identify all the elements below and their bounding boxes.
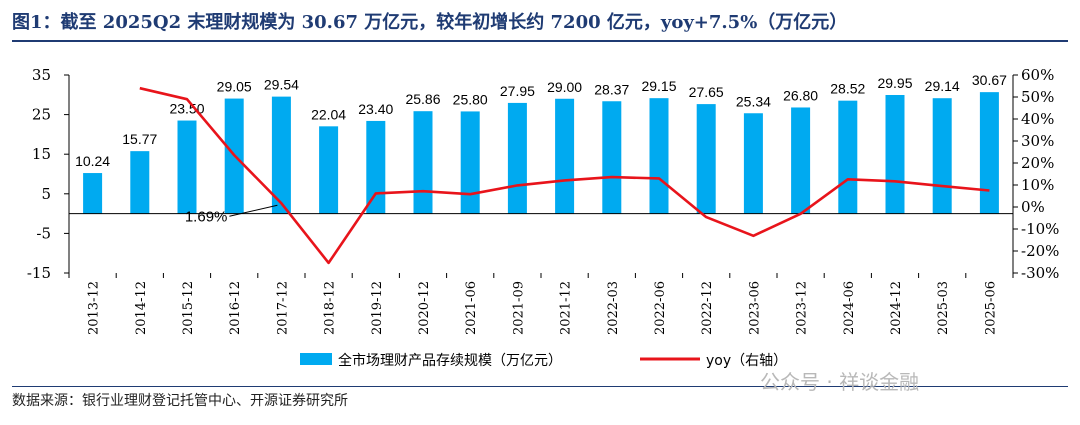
left-axis-tick-label: 15 — [32, 145, 51, 163]
bar — [979, 92, 999, 214]
left-axis-tick-label: 25 — [32, 106, 51, 124]
right-axis-tick-label: 10% — [1021, 176, 1054, 194]
x-axis-tick-label: 2025-06 — [983, 281, 998, 335]
x-axis: 2013-12 2014-12 2015-12 2016-12 2017-12 2018-… — [68, 213, 1014, 335]
bar — [932, 98, 952, 214]
x-axis-tick-label: 2024-06 — [842, 281, 857, 335]
right-axis-tick-label: 50% — [1021, 88, 1054, 106]
bar-value-label: 10.24 — [75, 153, 110, 169]
bar — [460, 111, 480, 214]
x-axis-tick-label: 2022-06 — [653, 281, 668, 335]
bar — [696, 104, 716, 214]
bar-value-label: 29.15 — [641, 78, 676, 94]
legend: 全市场理财产品存续规模（万亿元） yoy（右轴） — [300, 352, 787, 369]
bar-value-label: 27.65 — [689, 84, 724, 100]
annotations: 1.69% — [185, 204, 278, 225]
bar — [271, 96, 291, 214]
bar-series — [83, 92, 999, 214]
figure-title: 图1：截至 2025Q2 末理财规模为 30.67 万亿元，较年初增长约 720… — [12, 12, 848, 33]
x-axis-tick-label: 2019-12 — [370, 281, 385, 335]
right-axis-tick-label: -10% — [1021, 220, 1059, 238]
left-axis-tick-label: 35 — [32, 66, 51, 84]
bar — [555, 98, 575, 214]
legend-label-bar: 全市场理财产品存续规模（万亿元） — [338, 352, 562, 369]
bar-value-label: 30.67 — [972, 72, 1007, 88]
bar-value-label: 29.54 — [264, 77, 299, 93]
bar — [177, 120, 197, 214]
right-axis-tick-label: -20% — [1021, 242, 1059, 260]
left-y-axis: 35 25 15 5 -5 -15 — [27, 66, 70, 282]
x-axis-tick-label: 2014-12 — [134, 281, 149, 335]
bar-value-label: 23.40 — [358, 101, 393, 117]
x-axis-tick-label: 2020-12 — [417, 281, 432, 335]
bar-value-label: 25.86 — [405, 91, 440, 107]
source-divider — [12, 386, 1068, 387]
bar — [791, 107, 811, 214]
x-axis-tick-label: 2021-09 — [511, 281, 526, 335]
yoy-line-series — [139, 86, 990, 265]
bar-value-label: 26.80 — [783, 87, 818, 103]
x-axis-tick-label: 2017-12 — [275, 281, 290, 335]
watermark: 公众号 · 祥谈金融 — [760, 370, 920, 394]
left-axis-tick-label: -5 — [36, 224, 51, 242]
left-axis-tick-label: -15 — [27, 264, 51, 282]
bar — [366, 120, 386, 214]
x-axis-tick-label: 2024-12 — [889, 281, 904, 335]
left-axis-tick-label: 5 — [41, 185, 51, 203]
source-note: 数据来源：银行业理财登记托管中心、开源证券研究所 — [12, 393, 348, 409]
bar-value-label: 29.14 — [925, 78, 960, 94]
x-axis-tick-label: 2022-12 — [700, 281, 715, 335]
bar — [602, 101, 622, 214]
x-axis-tick-label: 2021-06 — [464, 281, 479, 335]
legend-label-line: yoy（右轴） — [706, 353, 787, 369]
bar-value-label: 27.95 — [500, 83, 535, 99]
bar — [507, 102, 527, 214]
right-axis-tick-label: 60% — [1021, 66, 1054, 84]
right-y-axis: 60% 50% 40% 30% 20% 10% 0% -10% -20% -30% — [1012, 66, 1059, 282]
bar-value-label: 28.52 — [830, 81, 865, 97]
title-divider — [12, 40, 1068, 42]
bar — [838, 100, 858, 214]
right-axis-tick-label: 0% — [1021, 198, 1045, 216]
x-axis-tick-label: 2025-03 — [936, 281, 951, 335]
legend-swatch-bar — [300, 353, 332, 365]
bar-data-labels: 10.24 15.77 23.50 29.05 29.54 22.04 23.40 25.86… — [75, 72, 1007, 169]
bar-value-label: 29.95 — [877, 75, 912, 91]
annotation-label: 1.69% — [185, 208, 228, 225]
x-axis-tick-label: 2016-12 — [228, 281, 243, 335]
bar-value-label: 29.05 — [217, 79, 252, 95]
right-axis-tick-label: 30% — [1021, 132, 1054, 150]
bar — [130, 151, 150, 214]
bar-value-label: 15.77 — [122, 131, 157, 147]
x-axis-tick-label: 2018-12 — [323, 281, 338, 335]
bar-value-label: 22.04 — [311, 106, 346, 122]
x-axis-tick-label: 2023-12 — [795, 281, 810, 335]
bar — [413, 111, 433, 214]
bar-value-label: 28.37 — [594, 81, 629, 97]
bar — [319, 126, 339, 214]
bar — [743, 113, 763, 214]
x-axis-tick-label: 2015-12 — [181, 281, 196, 335]
x-axis-tick-label: 2023-06 — [747, 281, 762, 335]
bar — [83, 173, 103, 214]
bar-value-label: 23.50 — [169, 101, 204, 117]
x-axis-tick-label: 2022-03 — [606, 281, 621, 335]
bar — [649, 98, 669, 214]
bar-value-label: 25.80 — [453, 91, 488, 107]
right-axis-tick-label: 40% — [1021, 110, 1054, 128]
bar-value-label: 29.00 — [547, 79, 582, 95]
bar-value-label: 25.34 — [736, 93, 771, 109]
annotation-leader — [229, 204, 278, 217]
x-axis-tick-label: 2021-12 — [559, 281, 574, 335]
x-axis-tick-label: 2013-12 — [87, 281, 102, 335]
right-axis-tick-label: -30% — [1021, 264, 1059, 282]
bar — [885, 94, 905, 214]
right-axis-tick-label: 20% — [1021, 154, 1054, 172]
